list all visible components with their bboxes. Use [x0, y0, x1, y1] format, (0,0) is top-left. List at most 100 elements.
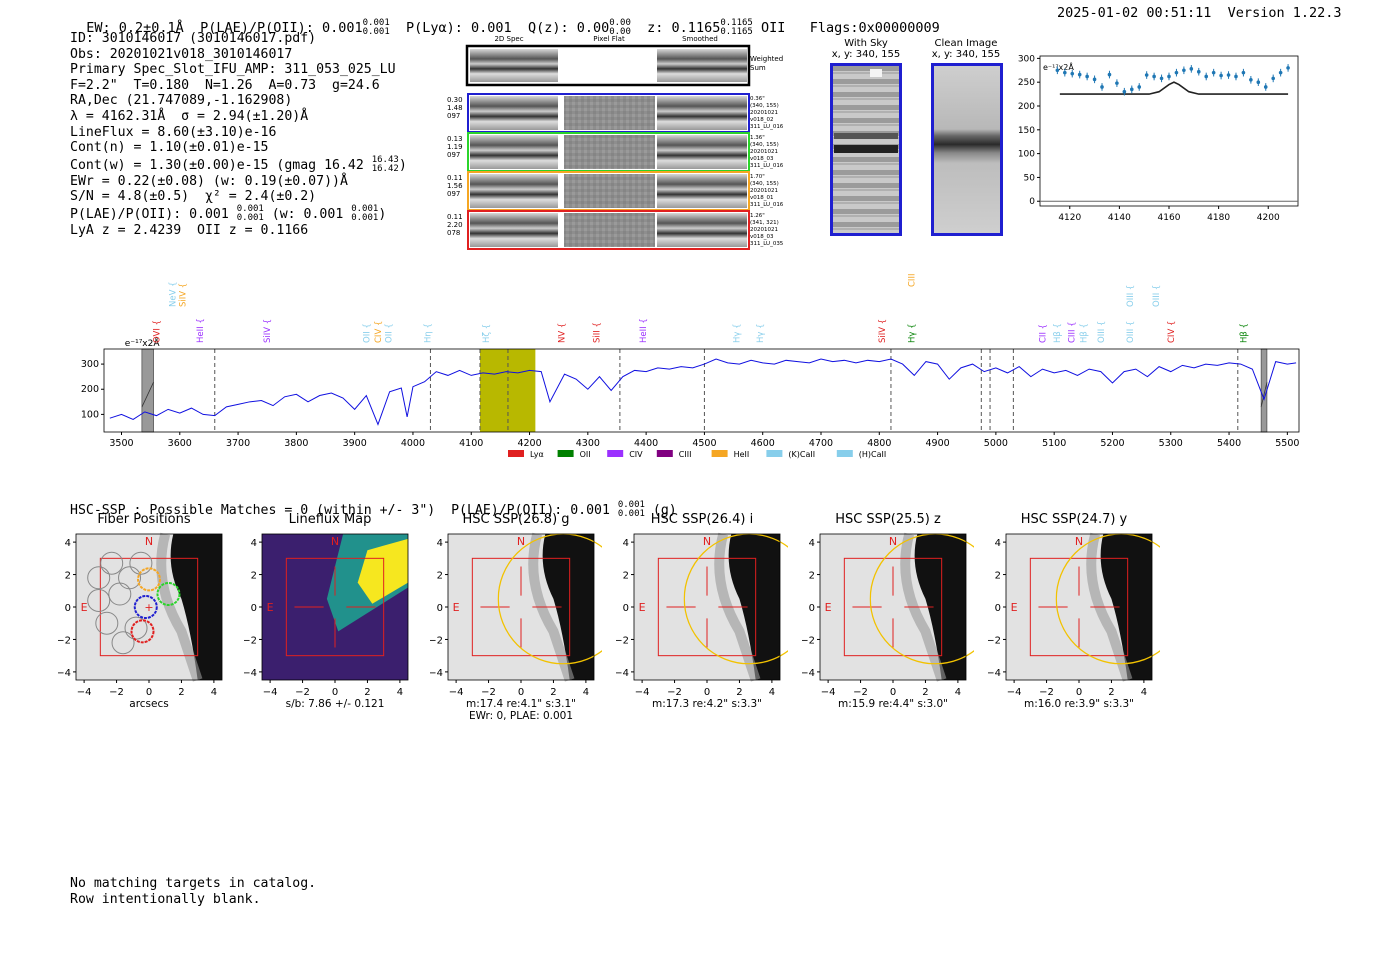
zoom-data-point [1137, 85, 1142, 89]
spectrum-xtick-label: 3700 [226, 438, 250, 449]
emission-line-label: OIII { [1126, 285, 1136, 307]
spectrum-ytick-label: 100 [81, 409, 99, 420]
hsc-summary-sup: 0.001 [617, 500, 645, 510]
cutout-smoothed [657, 213, 747, 247]
hsc-panel-title: HSC SSP(26.4) i [650, 512, 754, 527]
info-gmag-sup: 16.43 [371, 154, 399, 165]
zoom-ytick-label: 200 [1018, 102, 1035, 112]
cutout-pixelflat [564, 135, 655, 169]
zoom-data-point [1144, 73, 1149, 77]
spectrum-ytick-label: 200 [81, 384, 99, 395]
emission-line-label: SiII { [593, 322, 603, 343]
fiber-circle [100, 551, 124, 575]
hsc-panel-caption: s/b: 7.86 +/- 0.121 [262, 698, 408, 710]
hsc-xtick-label: −4 [449, 687, 464, 698]
info-gmag-sub: 16.42 [371, 163, 399, 174]
zoom-unit-label: e⁻¹⁷x2Å [1043, 61, 1074, 72]
hsc-ytick-label: −2 [988, 635, 1001, 646]
header-ew: EW: 0.2±0.1Å [86, 20, 184, 36]
spectrum-xtick-label: 3800 [284, 438, 308, 449]
spectrum-highlight-band [479, 349, 536, 432]
hsc-panel-caption: m:17.3 re:4.2" s:3.3" [634, 698, 780, 710]
hsc-ytick-label: 4 [809, 538, 815, 549]
emission-line-label: OVI { [152, 320, 162, 343]
hsc-summary-sub: 0.001 [617, 509, 645, 519]
center-cross-marker: + [144, 601, 153, 614]
emission-line-label: Hη { [424, 323, 434, 343]
hsc-ytick-label: −2 [244, 635, 257, 646]
hsc-summary-band: (g) [652, 503, 677, 518]
bright-source-blob [914, 534, 966, 680]
hsc-caption-line-1: s/b: 7.86 +/- 0.121 [285, 698, 385, 710]
hsc-panel-image: N E 4 2 0 −2 −4 −4 −2 0 2 4 [802, 532, 974, 698]
bright-source-blob [170, 534, 222, 680]
aperture-box [471, 557, 571, 657]
weighted-sum-smoothed [657, 49, 747, 82]
cutout-2dspec [470, 213, 558, 247]
info-cont-w: Cont(w) = 1.30(±0.00)e-15 (gmag 16.42 16… [70, 154, 407, 174]
hsc-xtick-label: 0 [518, 687, 524, 698]
source-halo [1086, 532, 1133, 682]
fiber-circle [87, 589, 111, 613]
hsc-xtick-label: 4 [397, 687, 403, 698]
cutout-2dspec [470, 135, 558, 169]
legend-item: CIV [607, 450, 643, 459]
hsc-xtick-label: 0 [332, 687, 338, 698]
hsc-panel-caption: m:15.9 re:4.4" s:3.0" [820, 698, 966, 710]
legend-item: Lyα [508, 450, 544, 459]
info-plae: P(LAE)/P(OII): 0.001 0.001 0.001 (w: 0.00… [70, 203, 387, 223]
hsc-panel-title: Fiber Positions [97, 512, 191, 527]
legend-label: HeII [734, 450, 750, 459]
fiber-highlight [130, 619, 155, 644]
spectrum-xtick-label: 4400 [634, 438, 658, 449]
cutout-left-label: 0.11 [447, 174, 463, 182]
hsc-panel-image: N E 4 2 0 −2 −4 −4 −2 0 2 4 [430, 532, 602, 698]
north-label: N [1075, 535, 1083, 548]
zoom-xtick-label: 4180 [1207, 213, 1230, 223]
hsc-xtick-label: 2 [364, 687, 370, 698]
north-label: N [517, 535, 525, 548]
source-halo [156, 532, 203, 682]
cutout-pixelflat [564, 213, 655, 247]
emission-line-label: Hγ { [756, 323, 766, 343]
spectrum-xtick-label: 4100 [459, 438, 483, 449]
zoom-data-point [1063, 70, 1067, 75]
hsc-caption-line-1: m:17.3 re:4.2" s:3.3" [652, 698, 762, 710]
cutout-pixelflat [564, 174, 655, 208]
bright-source-blob [542, 534, 594, 680]
hsc-xtick-label: −2 [295, 687, 310, 698]
hsc-ytick-label: 4 [995, 538, 1001, 549]
zoom-data-point [1129, 87, 1134, 92]
emission-line-label: Hβ { [1079, 323, 1089, 343]
header-plya: P(Lyα): 0.001 [406, 20, 512, 36]
source-halo [714, 532, 761, 682]
zoom-ytick-label: 150 [1018, 126, 1035, 136]
header-z-sup: 0.1165 [720, 18, 753, 28]
emission-line-label: Hγ { [732, 323, 742, 343]
zoom-data-point [1226, 73, 1231, 77]
east-label: E [453, 601, 460, 614]
hsc-xtick-label: −2 [1039, 687, 1054, 698]
cutout-smoothed [657, 174, 747, 208]
zoom-data-point [1174, 70, 1179, 75]
hsc-ytick-label: −4 [58, 668, 71, 679]
spectrum-unit-label: e⁻¹⁷x2Å [125, 337, 161, 349]
lineflux-peak-region [357, 538, 408, 604]
cutout-frame [467, 210, 750, 250]
header-bar: EW: 0.2±0.1Å P(LAE)/P(OII): 0.001 0.001 0.… [70, 3, 940, 37]
hsc-xtick-label: 4 [1141, 687, 1147, 698]
spectrum-xtick-label: 5300 [1159, 438, 1183, 449]
zoom-ytick-label: 0 [1029, 197, 1035, 207]
hsc-ytick-label: 2 [809, 571, 815, 582]
hsc-ytick-label: 2 [251, 571, 257, 582]
hsc-panel-caption: m:16.0 re:3.9" s:3.3" [1006, 698, 1152, 710]
header-plae-sub: 0.001 [362, 27, 390, 37]
spectrum-xtick-label: 4600 [751, 438, 775, 449]
hsc-ytick-label: 0 [65, 603, 71, 614]
legend-label: (K)CaII [788, 450, 815, 459]
hsc-panel-image: N E 4 2 0 −2 −4 −4 −2 0 2 4 [988, 532, 1160, 698]
zoom-data-point [1092, 77, 1097, 82]
hsc-ytick-label: 2 [623, 571, 629, 582]
weighted-sum-label-2: Sum [750, 64, 766, 72]
